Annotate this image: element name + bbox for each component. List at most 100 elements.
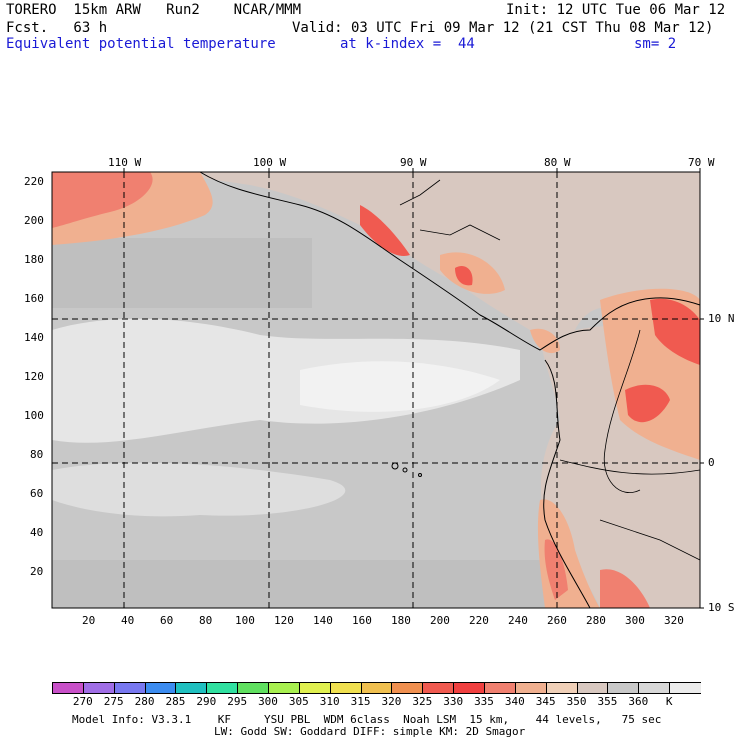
colorbar-cell [268,682,301,694]
x-tick: 40 [121,614,135,627]
ocean-band [52,238,312,308]
colorbar-cell [669,682,702,694]
colorbar-label: 300 [258,695,278,708]
x-tick: 140 [313,614,333,627]
colorbar-label: 355 [597,695,618,708]
lightest-region [300,361,500,412]
init-time: Init: 12 UTC Tue 06 Mar 12 [506,2,726,18]
y-tick: 160 [24,292,44,305]
y-tick: 20 [30,565,44,578]
model-info: Model Info: V3.3.1 KF YSU PBL WDM 6class… [72,713,662,726]
colorbar-cell [391,682,424,694]
x-tick: 220 [469,614,489,627]
y-tick: 200 [24,214,44,227]
colorbar-label: 350 [566,695,587,708]
colorbar-label: 360 [628,695,649,708]
hot-zone [625,384,670,423]
y-tick: 140 [24,331,44,344]
colorbar-label: 305 [288,695,309,708]
lon-label: 70 W [688,156,715,169]
lon-label: 80 W [544,156,571,169]
colorbar-cell [576,682,609,694]
x-tick: 100 [235,614,255,627]
colorbar-cell [206,682,239,694]
colorbar-cell [175,682,208,694]
colorbar-cell [484,682,517,694]
coastline [543,359,591,609]
colorbar-label: 345 [535,695,556,708]
colorbar-label: 310 [319,695,340,708]
hot-zone [650,298,700,365]
galapagos-island [418,473,422,477]
colorbar-label: K [665,695,673,708]
colorbar-label: 285 [165,695,186,708]
ocean-band [52,560,572,608]
y-tick: 40 [30,526,44,539]
valid-time: Valid: 03 UTC Fri 09 Mar 12 (21 CST Thu … [292,20,714,36]
colorbar-cell [329,682,363,694]
smoothing: sm= 2 [634,36,677,52]
colorbar-label: 295 [227,695,248,708]
x-tick: 20 [82,614,96,627]
colorbar-label: 325 [412,695,433,708]
x-tick: 160 [352,614,372,627]
colorbar-label: 275 [103,695,124,708]
colorbar-label: 335 [474,695,494,708]
light-region [52,462,346,517]
central-america [170,172,700,340]
y-tick: 120 [24,370,44,383]
colorbar-cell [144,682,177,694]
colorbar-cell [113,682,147,694]
hot-zone [600,569,650,608]
colorbar-cell [545,682,579,694]
level-index: at k-index = 44 [340,36,475,52]
tick-marks [123,168,704,609]
colorbar-cell [52,682,85,694]
lon-label: 110 W [108,156,142,169]
x-tick: 120 [274,614,294,627]
colorbar-cell [514,682,548,694]
warm-zone [440,252,505,294]
x-tick: 260 [547,614,567,627]
x-tick: 180 [391,614,411,627]
colorbar-cell [422,682,455,694]
field-name: Equivalent potential temperature [6,36,276,52]
y-tick: 60 [30,487,44,500]
map-frame [51,171,701,609]
colorbar-label: 280 [134,695,155,708]
colorbar-cell [298,682,332,694]
lat-label: 0 [708,456,715,469]
hot-zone [52,172,153,228]
coastline [199,171,701,351]
model-title: TORERO 15km ARW Run2 NCAR/MMM [6,2,302,18]
forecast-hour: Fcst. 63 h [6,20,108,36]
x-tick: 240 [508,614,528,627]
hot-zone [360,205,410,256]
colorbar-label: 315 [350,695,371,708]
colorbar-cell [82,682,116,694]
y-tick: 80 [30,448,44,461]
colorbar-label: 320 [381,695,402,708]
lon-label: 90 W [400,156,427,169]
lat-label: 10 S [708,601,735,614]
colorbar-cell [237,682,270,694]
x-tick: 300 [625,614,645,627]
colorbar-label: 290 [196,695,217,708]
warm-zone [530,328,560,354]
x-tick: 280 [586,614,606,627]
x-tick: 60 [160,614,174,627]
galapagos-island [402,467,408,473]
lat-lon-grid [52,172,700,608]
physics-info: LW: Godd SW: Goddard DIFF: simple KM: 2D… [214,725,526,738]
y-tick: 100 [24,409,44,422]
x-tick: 80 [199,614,213,627]
lon-label: 100 W [253,156,287,169]
hot-zone [544,539,568,600]
light-region [52,318,520,443]
colorbar-label: 330 [443,695,464,708]
colorbar-cell [607,682,640,694]
colorbar-cell [360,682,393,694]
colorbar-cell [638,682,671,694]
colorbar-label: 270 [72,695,93,708]
